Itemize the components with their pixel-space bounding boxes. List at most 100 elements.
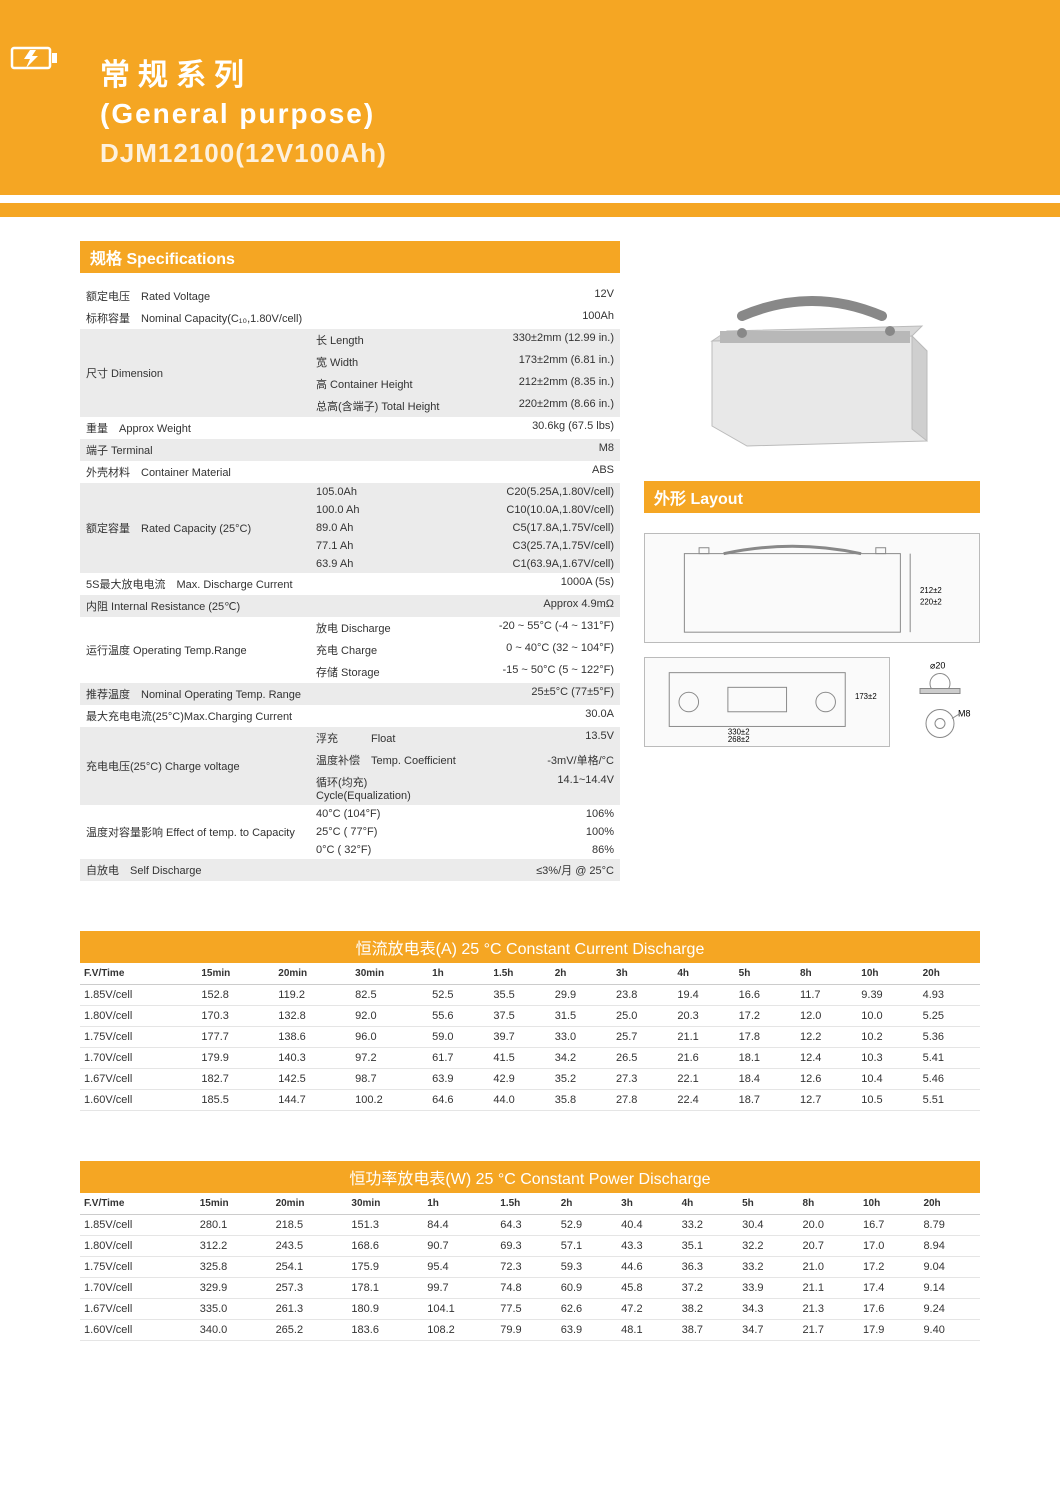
table-cell: 74.8: [496, 1278, 556, 1299]
table-cell: 177.7: [197, 1027, 274, 1048]
table-cell: 27.8: [612, 1090, 673, 1111]
table-cell: 1.60V/cell: [80, 1320, 196, 1341]
table-cell: 254.1: [272, 1257, 348, 1278]
spec-value: 30.0A: [470, 705, 620, 727]
table-column-header: 1h: [428, 963, 489, 985]
spec-sublabel: 循环(均充) Cycle(Equalization): [310, 771, 470, 805]
table-column-header: 1.5h: [496, 1193, 556, 1215]
table-cell: 90.7: [423, 1236, 496, 1257]
spec-label: 最大充电电流(25°C)Max.Charging Current: [80, 705, 470, 727]
table-row: 1.80V/cell312.2243.5168.690.769.357.143.…: [80, 1236, 980, 1257]
table-cell: 41.5: [489, 1048, 550, 1069]
table-cell: 69.3: [496, 1236, 556, 1257]
table-cell: 79.9: [496, 1320, 556, 1341]
spec-value: -3mV/单格/°C: [470, 749, 620, 771]
spec-label: 重量 Approx Weight: [80, 417, 470, 439]
table-cell: 27.3: [612, 1069, 673, 1090]
spec-value: M8: [470, 439, 620, 461]
spec-sublabel: 长 Length: [310, 329, 470, 351]
spec-sublabel: 63.9 Ah: [310, 555, 470, 573]
table-cell: 142.5: [274, 1069, 351, 1090]
table-cell: 10.2: [857, 1027, 918, 1048]
table-cell: 257.3: [272, 1278, 348, 1299]
current-discharge-table: F.V/Time15min20min30min1h1.5h2h3h4h5h8h1…: [80, 963, 980, 1111]
spec-sublabel: 充电 Charge: [310, 639, 470, 661]
power-discharge-header: 恒功率放电表(W) 25 °C Constant Power Discharge: [80, 1161, 980, 1193]
table-cell: 21.3: [799, 1299, 859, 1320]
spec-value: 100%: [470, 823, 620, 841]
table-cell: 12.2: [796, 1027, 857, 1048]
table-column-header: 5h: [735, 963, 796, 985]
power-discharge-table: F.V/Time15min20min30min1h1.5h2h3h4h5h8h1…: [80, 1193, 980, 1341]
table-cell: 1.60V/cell: [80, 1090, 197, 1111]
table-cell: 5.41: [919, 1048, 980, 1069]
table-cell: 52.5: [428, 985, 489, 1006]
table-row: 1.80V/cell170.3132.892.055.637.531.525.0…: [80, 1006, 980, 1027]
table-cell: 39.7: [489, 1027, 550, 1048]
table-cell: 1.75V/cell: [80, 1027, 197, 1048]
table-cell: 31.5: [551, 1006, 612, 1027]
table-cell: 108.2: [423, 1320, 496, 1341]
table-cell: 63.9: [428, 1069, 489, 1090]
spec-sublabel: 0°C ( 32°F): [310, 841, 470, 859]
table-cell: 30.4: [738, 1215, 798, 1236]
table-cell: 10.5: [857, 1090, 918, 1111]
power-discharge-section: 恒功率放电表(W) 25 °C Constant Power Discharge…: [80, 1161, 980, 1341]
spec-value: ≤3%/月 @ 25°C: [470, 859, 620, 881]
table-column-header: 3h: [612, 963, 673, 985]
spec-sublabel: 总高(含端子) Total Height: [310, 395, 470, 417]
spec-value: C10(10.0A,1.80V/cell): [470, 501, 620, 519]
table-cell: 16.7: [859, 1215, 919, 1236]
table-column-header: 15min: [196, 1193, 272, 1215]
table-cell: 23.8: [612, 985, 673, 1006]
spec-label: 推荐温度 Nominal Operating Temp. Range: [80, 683, 470, 705]
table-cell: 96.0: [351, 1027, 428, 1048]
spec-value: 14.1~14.4V: [470, 771, 620, 805]
table-column-header: F.V/Time: [80, 1193, 196, 1215]
table-cell: 37.2: [678, 1278, 738, 1299]
spec-label: 外壳材料 Container Material: [80, 461, 470, 483]
table-column-header: F.V/Time: [80, 963, 197, 985]
table-cell: 64.6: [428, 1090, 489, 1111]
table-row: 1.67V/cell335.0261.3180.9104.177.562.647…: [80, 1299, 980, 1320]
table-cell: 1.67V/cell: [80, 1299, 196, 1320]
table-cell: 60.9: [557, 1278, 617, 1299]
table-cell: 20.7: [799, 1236, 859, 1257]
table-column-header: 4h: [678, 1193, 738, 1215]
table-cell: 11.7: [796, 985, 857, 1006]
table-column-header: 10h: [857, 963, 918, 985]
table-cell: 57.1: [557, 1236, 617, 1257]
table-cell: 1.70V/cell: [80, 1278, 196, 1299]
table-cell: 37.5: [489, 1006, 550, 1027]
spec-label: 端子 Terminal: [80, 439, 470, 461]
table-cell: 175.9: [347, 1257, 423, 1278]
table-cell: 45.8: [617, 1278, 677, 1299]
spec-value: 30.6kg (67.5 lbs): [470, 417, 620, 439]
table-row: 1.60V/cell185.5144.7100.264.644.035.827.…: [80, 1090, 980, 1111]
table-cell: 63.9: [557, 1320, 617, 1341]
spec-value: C3(25.7A,1.75V/cell): [470, 537, 620, 555]
table-cell: 38.7: [678, 1320, 738, 1341]
table-row: 1.70V/cell329.9257.3178.199.774.860.945.…: [80, 1278, 980, 1299]
spec-table: 额定电压 Rated Voltage12V标称容量 Nominal Capaci…: [80, 285, 620, 881]
spec-value: C5(17.8A,1.75V/cell): [470, 519, 620, 537]
orange-stripe: [0, 203, 1060, 217]
table-cell: 5.51: [919, 1090, 980, 1111]
svg-text:173±2: 173±2: [855, 692, 877, 701]
table-cell: 9.39: [857, 985, 918, 1006]
table-cell: 5.46: [919, 1069, 980, 1090]
spec-value: C1(63.9A,1.67V/cell): [470, 555, 620, 573]
table-cell: 29.9: [551, 985, 612, 1006]
table-cell: 151.3: [347, 1215, 423, 1236]
layout-diagram-top: 268±2 330±2 173±2: [644, 657, 890, 747]
table-cell: 59.0: [428, 1027, 489, 1048]
table-cell: 92.0: [351, 1006, 428, 1027]
table-column-header: 20h: [919, 963, 980, 985]
layout-section-header: 外形 Layout: [644, 481, 980, 513]
table-cell: 84.4: [423, 1215, 496, 1236]
table-row: 1.75V/cell177.7138.696.059.039.733.025.7…: [80, 1027, 980, 1048]
table-cell: 5.25: [919, 1006, 980, 1027]
table-cell: 261.3: [272, 1299, 348, 1320]
table-column-header: 8h: [796, 963, 857, 985]
table-cell: 20.3: [673, 1006, 734, 1027]
